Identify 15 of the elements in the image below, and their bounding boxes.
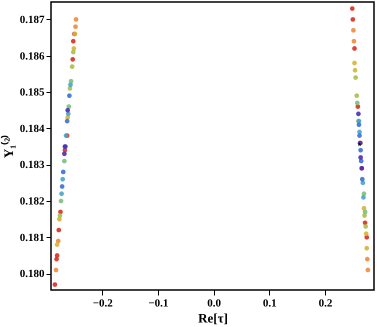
y-tick-label: 0.183 [20, 159, 45, 172]
x-tick-label: 0.2 [318, 298, 333, 310]
x-tick-label: 0.1 [262, 298, 277, 310]
y-axis-title: Y₁⁽²⁾ [0, 134, 16, 158]
x-tick-label: −0.2 [92, 298, 114, 310]
y-tick-label: 0.184 [20, 122, 45, 135]
y-tick-label: 0.182 [20, 196, 45, 208]
y-tick-label: 0.180 [20, 268, 45, 280]
y-tick-label: 0.185 [20, 86, 45, 99]
x-axis-title: Re[τ] [198, 310, 228, 326]
x-tick-label: 0.0 [207, 298, 222, 310]
y-tick-label: 0.186 [20, 50, 45, 62]
y-tick-label: 0.187 [20, 14, 45, 26]
x-tick-label: −0.1 [148, 298, 168, 310]
y-tick-label: 0.181 [20, 232, 44, 244]
